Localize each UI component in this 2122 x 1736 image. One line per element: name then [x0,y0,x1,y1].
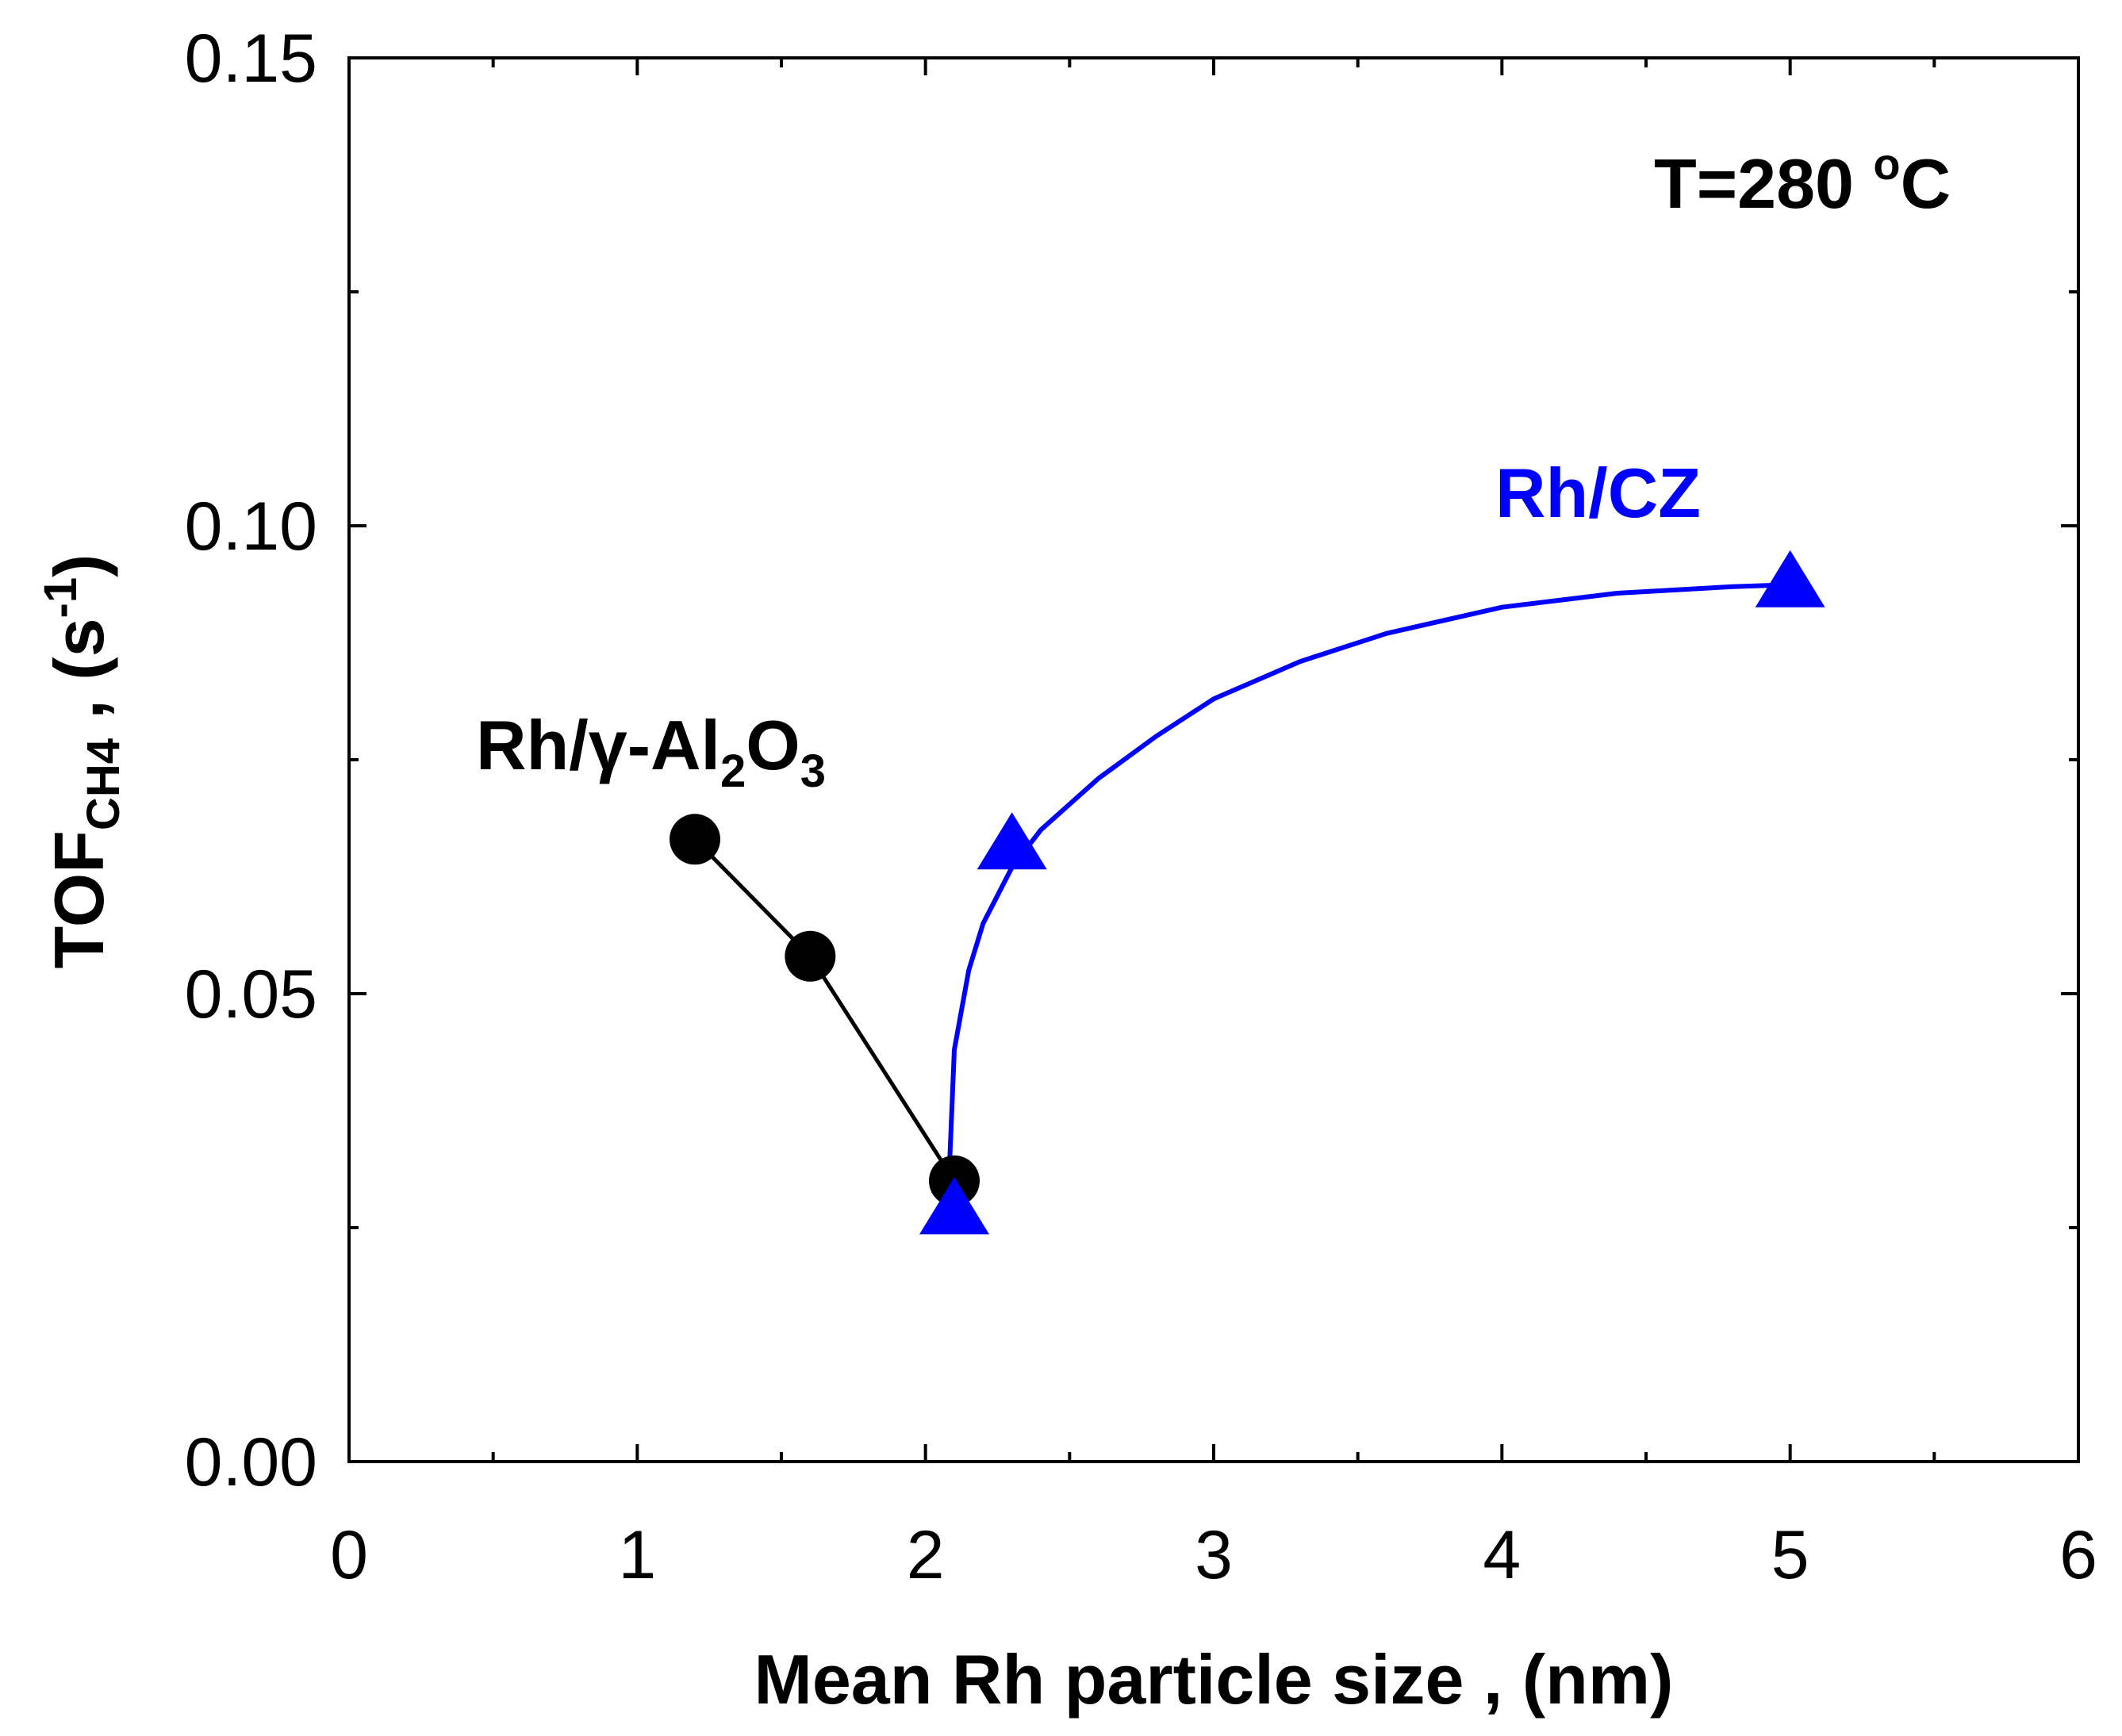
y-axis-title-unit-prefix: , (s [40,618,118,738]
alumina-series-line [693,837,957,1182]
x-tick-label: 3 [1195,1517,1233,1593]
y-tick-label: 0.00 [185,1424,317,1500]
alumina-label-mid: O [746,706,800,784]
y-tick-label: 0.10 [185,489,317,565]
x-axis-title: Mean Rh particle size , (nm) [754,1640,1674,1719]
temperature-annotation: T=280 oC [1654,139,1951,223]
x-tick-label: 4 [1483,1517,1521,1593]
x-tick-label: 1 [618,1517,656,1593]
alumina-label-sub1: 2 [720,745,746,797]
x-tick-label: 6 [2059,1517,2097,1593]
axis-ticks [347,56,2080,1463]
temperature-degree-superscript: o [1873,139,1900,189]
cz-data-point [977,812,1047,870]
alumina-label-sub2: 3 [800,745,826,797]
y-tick-label: 0.05 [185,956,317,1033]
y-axis-title-main: TOF [40,830,118,968]
cz-series-label: Rh/CZ [1495,454,1701,532]
x-tick-label: 2 [907,1517,945,1593]
y-axis-title-superscript: -1 [35,577,86,619]
x-tick-label: 0 [330,1517,368,1593]
alumina-series-label: Rh/γ-Al2O3 [476,706,826,797]
temperature-unit: C [1901,144,1951,223]
tick-labels: 0 1 2 3 4 5 6 0.00 0.05 0.10 0.15 [185,21,2097,1593]
y-tick-label: 0.15 [185,21,317,97]
cz-data-point [1755,550,1825,607]
alumina-data-point [670,814,720,865]
cz-fit-curve [946,582,1790,1190]
alumina-data-point [785,930,836,982]
y-axis-title-unit-suffix: ) [40,554,118,577]
series-layer [670,550,1825,1235]
alumina-label-main: Rh/γ-Al [476,706,720,784]
x-tick-label: 5 [1771,1517,1809,1593]
y-axis-title-subscript: CH4 [78,738,129,830]
temperature-prefix: T=280 [1654,144,1873,223]
y-axis-title: TOFCH4 , (s-1) [35,554,129,969]
cz-data-point [919,1177,989,1235]
